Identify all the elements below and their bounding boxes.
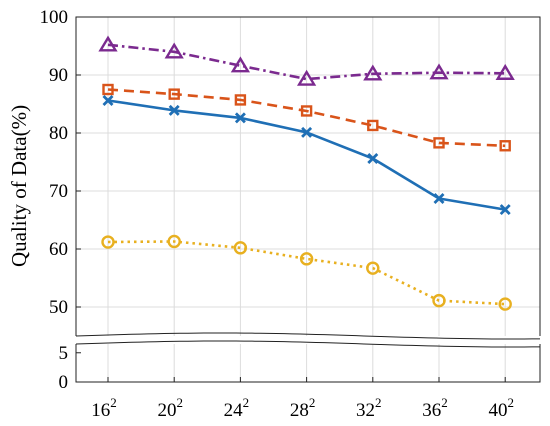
data-point-x	[168, 104, 180, 116]
data-point-x	[433, 193, 445, 205]
axis-break-upper	[75, 332, 541, 340]
series-group	[98, 35, 515, 311]
series-line	[107, 240, 506, 306]
x-tick-label: 322	[356, 395, 382, 421]
y-tick-label: 100	[40, 7, 69, 28]
y-tick-label: 5	[59, 343, 69, 364]
series-x	[102, 95, 511, 216]
upper-frame	[75, 16, 541, 336]
data-point-triangle	[230, 56, 251, 73]
grid-lines	[76, 16, 540, 382]
y-tick-label: 60	[49, 239, 68, 260]
series-line	[107, 88, 506, 148]
data-point-x	[367, 153, 379, 165]
data-point-circle	[167, 234, 181, 249]
data-point-triangle	[495, 63, 515, 80]
x-tick-label: 242	[224, 395, 250, 421]
y-tick-label: 70	[49, 181, 68, 202]
x-tick-label: 402	[488, 395, 514, 421]
data-point-x	[234, 112, 246, 124]
axes-frame	[75, 16, 541, 383]
x-tick-label: 162	[91, 395, 117, 421]
x-tick-label: 202	[157, 395, 183, 421]
data-point-circle	[233, 241, 248, 255]
data-point-square	[168, 88, 180, 100]
data-point-triangle	[363, 64, 383, 81]
series-square	[102, 83, 511, 152]
data-point-x	[499, 204, 511, 216]
y-axis-label: Quality of Data(%)	[7, 105, 31, 267]
data-point-triangle	[98, 35, 118, 52]
data-point-square	[300, 105, 313, 117]
y-tick-label: 50	[49, 297, 68, 318]
data-point-triangle	[296, 69, 317, 86]
data-point-square	[102, 83, 114, 96]
lower-frame	[75, 344, 541, 383]
x-tick-label: 282	[290, 395, 316, 421]
data-point-square	[499, 140, 511, 152]
axis-break-lower	[75, 340, 541, 348]
data-point-triangle	[164, 42, 184, 59]
tick-labels: 50 60 70 80 90 100 0 5 162 202 242 282 322 362 402	[40, 7, 514, 421]
data-point-square	[367, 119, 379, 132]
series-triangle	[98, 35, 515, 86]
data-point-circle	[299, 252, 314, 266]
x-tick-label: 362	[422, 395, 448, 421]
data-point-circle	[498, 297, 512, 311]
data-point-circle	[432, 293, 446, 308]
y-tick-label: 0	[59, 372, 69, 393]
data-point-square	[433, 137, 445, 149]
y-tick-label: 90	[49, 65, 68, 86]
series-line	[107, 43, 506, 81]
series-circle	[101, 234, 512, 311]
data-point-triangle	[429, 63, 449, 80]
data-point-circle	[101, 235, 115, 249]
data-point-square	[234, 94, 247, 106]
data-point-x	[102, 95, 114, 107]
data-point-x	[301, 126, 313, 138]
data-point-circle	[366, 261, 380, 275]
y-tick-label: 80	[49, 123, 68, 144]
